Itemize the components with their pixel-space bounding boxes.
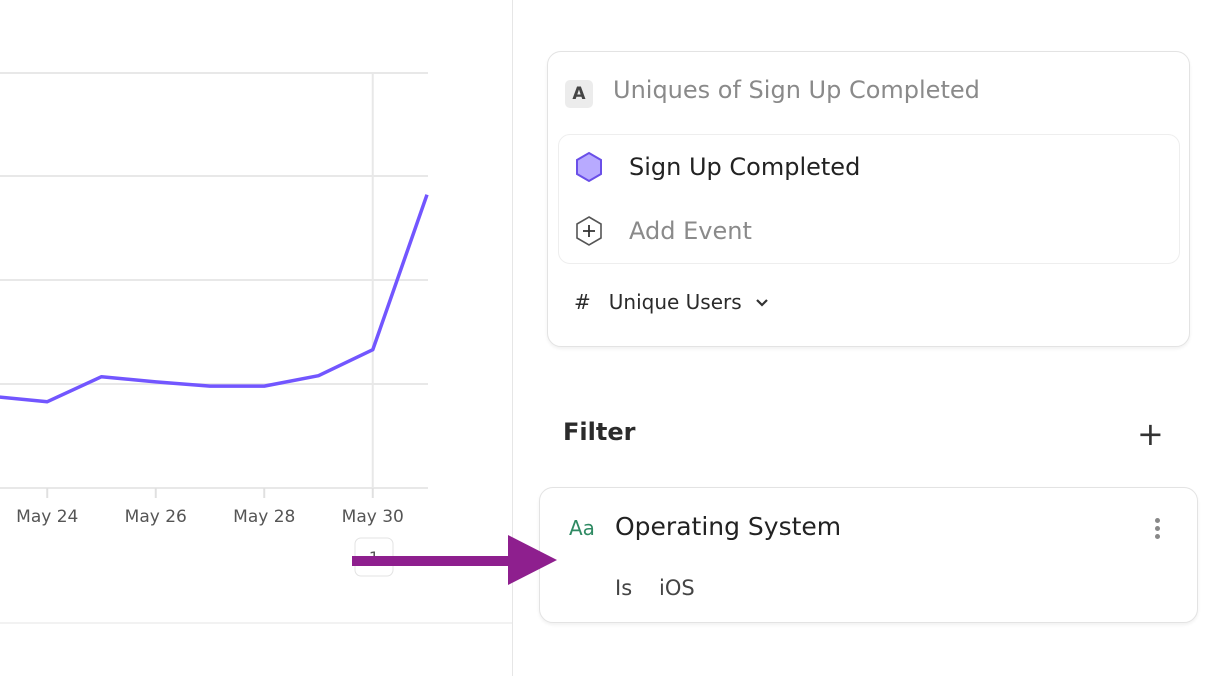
more-options-icon[interactable] (1152, 516, 1162, 544)
hash-icon: # (574, 290, 591, 314)
filter-value[interactable]: iOS (659, 576, 695, 600)
x-axis-ticks: May 24 May 26 May 28 May 30 (16, 488, 404, 527)
add-filter-button[interactable]: + (1137, 415, 1164, 453)
x-tick-label: May 26 (125, 507, 187, 527)
string-type-icon: Aa (569, 516, 595, 540)
hexagon-plus-icon (576, 216, 602, 246)
x-tick-label: May 28 (233, 507, 295, 527)
add-event-label: Add Event (629, 217, 752, 245)
measure-label: Unique Users (608, 290, 742, 314)
hexagon-event-icon (576, 151, 602, 183)
chevron-down-icon (755, 299, 768, 307)
annotation-arrow-icon (352, 535, 557, 585)
filter-card[interactable]: Aa Operating System Is iOS (539, 487, 1198, 623)
add-event-button[interactable]: Add Event (573, 215, 752, 247)
metric-title[interactable]: Uniques of Sign Up Completed (613, 76, 980, 104)
panel-divider (512, 0, 513, 676)
x-tick-label: May 30 (342, 507, 404, 527)
filter-heading: Filter (563, 418, 636, 446)
chart-grid (0, 72, 428, 489)
filter-property[interactable]: Operating System (615, 512, 842, 541)
metric-letter-badge: A (565, 80, 593, 108)
measure-dropdown[interactable]: # Unique Users (574, 290, 770, 314)
series-line (0, 194, 429, 404)
metric-card[interactable]: A Uniques of Sign Up Completed Sign Up C… (547, 51, 1190, 347)
event-label: Sign Up Completed (629, 153, 861, 181)
x-tick-label: May 24 (16, 507, 78, 527)
filter-operator[interactable]: Is (615, 576, 633, 600)
event-sign-up-completed[interactable]: Sign Up Completed (573, 151, 860, 183)
events-box: Sign Up Completed Add Event (558, 134, 1180, 264)
